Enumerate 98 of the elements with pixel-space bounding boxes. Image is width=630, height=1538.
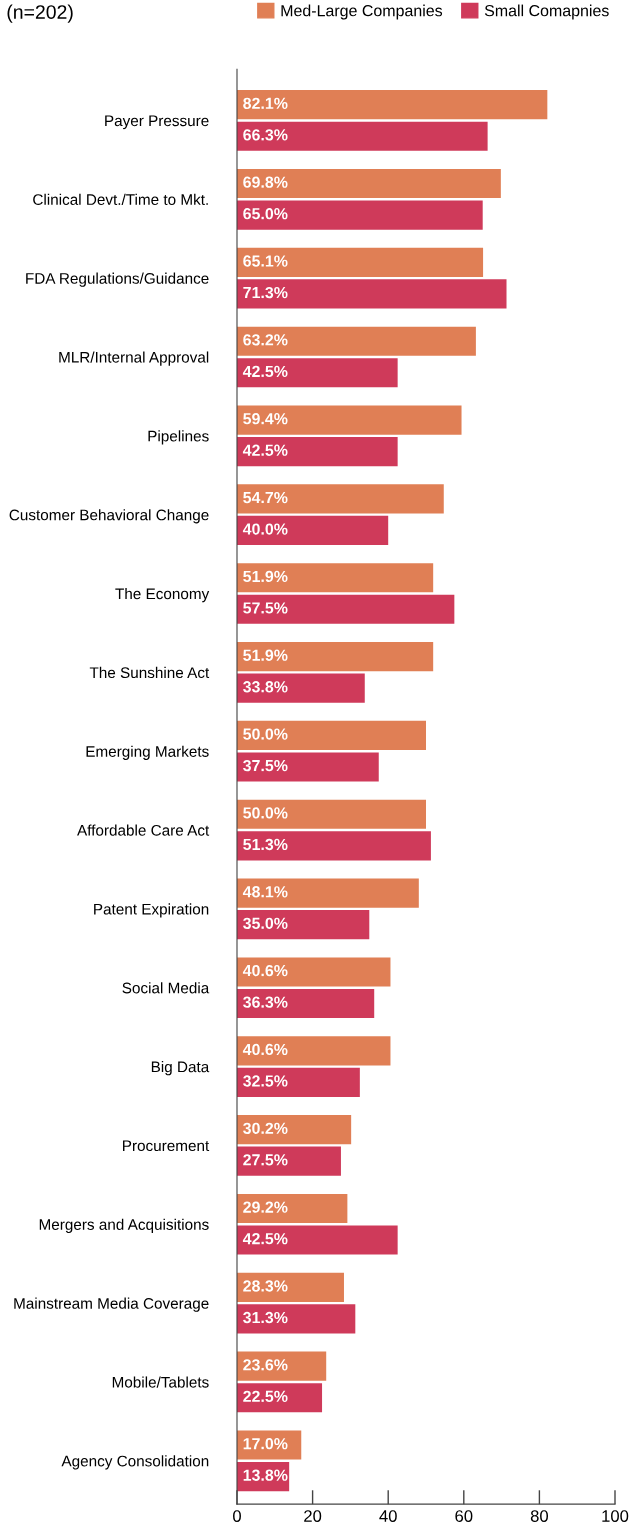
data-label: 51.9% <box>243 649 288 661</box>
y-tick-label: FDA Regulations/Guidance <box>26 272 209 287</box>
data-label: 51.3% <box>243 838 288 851</box>
legend-label: Small Comapnies <box>484 4 609 20</box>
bar <box>237 1430 302 1460</box>
bar <box>237 957 391 987</box>
y-tick-label: Procurement <box>123 1140 210 1152</box>
data-label: 37.5% <box>243 759 288 772</box>
bar <box>237 437 398 467</box>
data-label: 63.2% <box>243 334 288 346</box>
bar <box>237 673 365 703</box>
bar <box>237 1146 341 1176</box>
bar <box>237 563 434 593</box>
bar <box>237 831 431 861</box>
bar <box>237 642 434 672</box>
data-label: 54.7% <box>243 491 288 504</box>
y-tick-label: MLR/Internal Approval <box>59 351 209 366</box>
data-label: 42.5% <box>242 1233 288 1245</box>
data-label: 65.0% <box>243 208 288 220</box>
bar <box>237 1036 391 1066</box>
bar <box>237 121 488 151</box>
bar <box>237 515 389 546</box>
data-label: 48.1% <box>242 886 288 898</box>
y-tick-label: Customer Behavioral Change <box>9 509 209 524</box>
bar <box>237 1193 348 1224</box>
y-tick-label: Agency Consolidation <box>61 1455 209 1470</box>
y-tick-label: The Economy <box>115 587 210 603</box>
y-tick-label: Patent Expiration <box>94 903 209 918</box>
bar <box>237 247 484 277</box>
bar <box>237 1225 398 1255</box>
bar <box>237 358 398 388</box>
data-label: 42.5% <box>242 365 288 378</box>
bar <box>237 752 379 782</box>
data-label: 40.0% <box>242 523 288 535</box>
bar <box>237 1351 327 1381</box>
data-label: 29.2% <box>243 1201 288 1213</box>
data-label: 50.0% <box>243 728 288 740</box>
data-label: 17.0% <box>243 1438 288 1450</box>
data-label: 36.3% <box>243 996 288 1008</box>
x-tick-label: 100 <box>602 1510 629 1522</box>
data-label: 71.3% <box>243 286 288 299</box>
bar <box>237 1067 360 1097</box>
data-label: 27.5% <box>243 1154 288 1166</box>
y-tick-label: Affordable Care Act <box>77 824 210 836</box>
data-label: 35.0% <box>243 917 288 929</box>
bar <box>237 720 426 751</box>
bar <box>237 988 375 1019</box>
bar <box>237 1115 352 1145</box>
x-tick-label: 40 <box>379 1510 397 1522</box>
y-tick-label: Mobile/Tablets <box>112 1376 209 1388</box>
bar <box>237 405 462 435</box>
x-tick-label: 60 <box>455 1510 473 1522</box>
data-label: 40.6% <box>242 1043 288 1056</box>
y-tick-label: Payer Pressure <box>105 115 209 130</box>
y-tick-label: Clinical Devt./Time to Mkt. <box>33 193 208 205</box>
data-label: 65.1% <box>243 255 288 267</box>
bar <box>237 1272 344 1302</box>
bar <box>237 594 455 624</box>
x-tick-label: 0 <box>233 1510 241 1522</box>
bar <box>237 200 483 230</box>
data-label: 82.1% <box>243 97 288 109</box>
bar <box>237 799 426 829</box>
y-tick-label: Pipelines <box>148 430 209 445</box>
y-tick-label: Mergers and Acquisitions <box>39 1218 209 1233</box>
bar <box>237 326 476 356</box>
data-label: 69.8% <box>243 176 288 188</box>
data-label: 51.9% <box>243 570 288 583</box>
y-tick-label: Big Data <box>151 1061 210 1076</box>
data-label: 30.2% <box>243 1122 288 1134</box>
bar <box>237 1383 323 1413</box>
legend-label: Med-Large Companies <box>281 4 443 20</box>
bar <box>237 910 370 940</box>
data-label: 33.8% <box>243 681 288 693</box>
bar <box>237 90 548 120</box>
data-label: 42.5% <box>242 444 288 456</box>
data-label: 23.6% <box>243 1359 288 1371</box>
data-label: 50.0% <box>243 807 288 819</box>
data-label: 28.3% <box>243 1280 288 1292</box>
bar <box>237 878 419 908</box>
y-tick-label: Emerging Markets <box>86 745 209 760</box>
text: (n=202) <box>7 4 73 23</box>
y-tick-label: The Sunshine Act <box>89 666 210 679</box>
y-tick-label: Social Media <box>122 982 210 994</box>
bar <box>237 168 501 199</box>
data-label: 31.3% <box>243 1311 288 1324</box>
x-tick-label: 20 <box>304 1510 322 1522</box>
data-label: 32.5% <box>243 1075 288 1087</box>
bar <box>237 484 444 514</box>
bar <box>237 279 507 309</box>
bar <box>237 1304 356 1334</box>
y-tick-label: Mainstream Media Coverage <box>14 1297 209 1312</box>
data-label: 59.4% <box>243 413 288 425</box>
data-label: 40.6% <box>242 964 288 977</box>
data-label: 13.8% <box>243 1469 288 1481</box>
data-label: 66.3% <box>243 129 288 141</box>
x-tick-label: 80 <box>530 1510 549 1522</box>
data-label: 57.5% <box>243 602 288 614</box>
data-label: 22.5% <box>243 1390 288 1403</box>
